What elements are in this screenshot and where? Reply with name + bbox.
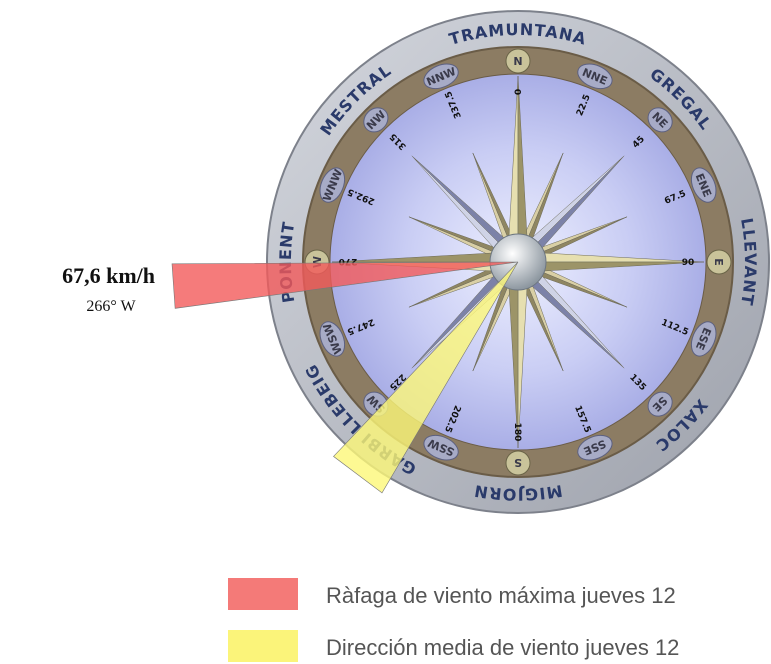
degree-label: 90 — [682, 258, 695, 268]
degree-label: 180 — [512, 423, 522, 442]
degree-label: 0 — [514, 89, 524, 95]
badge — [577, 63, 613, 90]
point-badge: N — [505, 48, 531, 74]
compass-star — [331, 75, 705, 449]
point-badge: E — [706, 249, 732, 275]
point-name: S — [514, 456, 522, 469]
degree-label: 270 — [339, 256, 358, 266]
point-badge: ESE — [690, 321, 717, 357]
point-name: N — [513, 55, 522, 68]
badge — [706, 249, 732, 275]
wind-name: MIGJORN — [472, 481, 564, 504]
point-badge: NNE — [577, 63, 613, 90]
legend-swatch-gust — [228, 578, 298, 610]
point-name: E — [712, 258, 725, 266]
wind-wedges — [171, 261, 519, 494]
badge — [505, 48, 531, 74]
badge — [423, 434, 459, 461]
badge — [363, 107, 389, 133]
point-badge: S — [505, 450, 531, 476]
wind-name: LLEVANT — [737, 217, 760, 308]
point-badge: NE — [647, 107, 673, 133]
badge — [505, 450, 531, 476]
wind-name-path: MIGJORN — [472, 481, 563, 504]
direction-wedge — [171, 261, 519, 309]
legend-label: Dirección media de viento jueves 12 — [326, 635, 679, 660]
badge — [647, 391, 673, 417]
point-badge: NNW — [423, 63, 459, 90]
point-badge: WSW — [319, 321, 346, 357]
direction-wedge — [333, 261, 519, 494]
point-badge: NW — [363, 107, 389, 133]
badge — [577, 434, 613, 461]
legend-swatch-mean — [228, 630, 298, 662]
badge — [690, 167, 717, 203]
point-badge: SE — [647, 391, 673, 417]
point-badge: SSE — [577, 434, 613, 461]
point-badge: ENE — [690, 167, 717, 203]
badge — [423, 63, 459, 90]
badge — [319, 321, 346, 357]
point-badge: SSW — [423, 434, 459, 461]
gust-speed: 67,6 km/h — [62, 263, 155, 288]
badge — [319, 167, 346, 203]
badge — [690, 321, 717, 357]
gust-direction: 266° W — [86, 298, 136, 315]
legend-label: Ràfaga de viento máxima jueves 12 — [326, 583, 676, 608]
badge — [647, 107, 673, 133]
wind-name-path: LLEVANT — [737, 217, 759, 308]
